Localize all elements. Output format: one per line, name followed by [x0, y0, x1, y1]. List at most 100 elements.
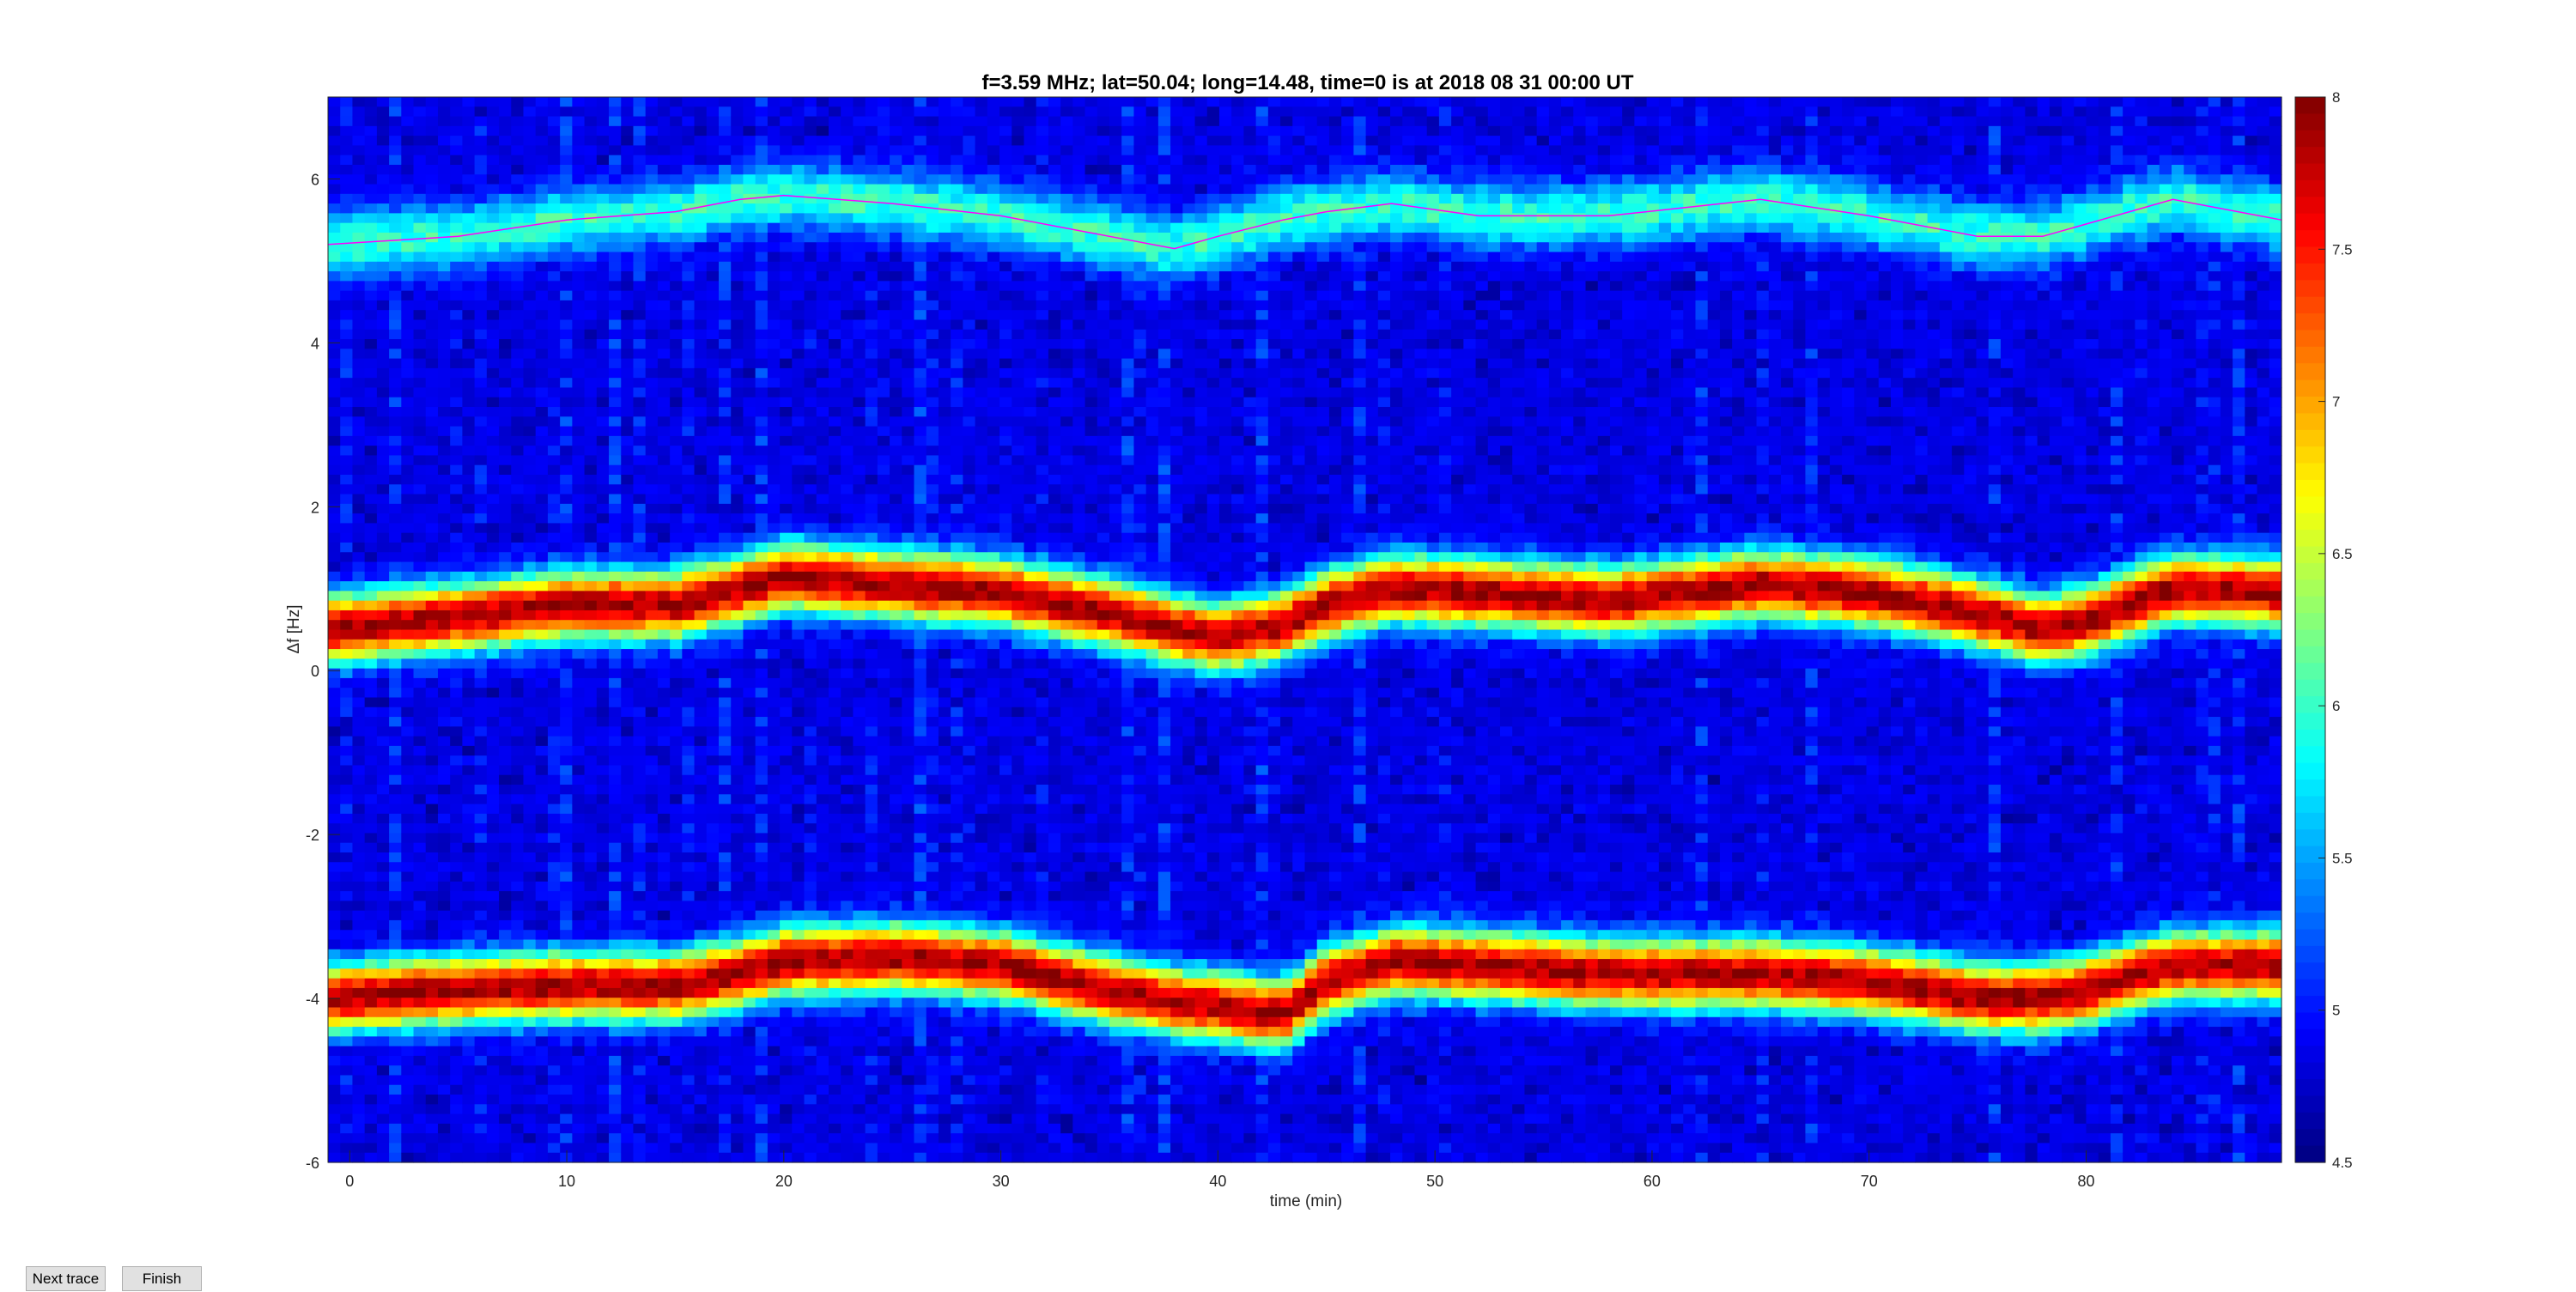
heatmap-cell [328, 697, 341, 708]
heatmap-cell [413, 707, 427, 718]
heatmap-cell [462, 987, 476, 998]
heatmap-cell [731, 164, 744, 175]
heatmap-cell [743, 785, 756, 795]
heatmap-cell [389, 319, 402, 331]
heatmap-cell [682, 1016, 696, 1028]
heatmap-cell [621, 891, 635, 901]
heatmap-cell [352, 949, 366, 960]
heatmap-cell [376, 736, 390, 747]
heatmap-cell [853, 155, 866, 166]
heatmap-cell [376, 581, 390, 591]
heatmap-cell [767, 97, 781, 107]
heatmap-cell [706, 145, 720, 156]
heatmap-cell [621, 232, 635, 243]
heatmap-cell [596, 435, 610, 446]
heatmap-cell [657, 455, 671, 466]
heatmap-cell [376, 949, 390, 960]
heatmap-cell [792, 416, 805, 428]
heatmap-cell [511, 610, 525, 621]
heatmap-cell [767, 378, 781, 389]
heatmap-cell [755, 930, 769, 941]
heatmap-cell [743, 677, 756, 688]
heatmap-cell [853, 649, 866, 659]
heatmap-cell [486, 1133, 500, 1144]
heatmap-cell [804, 862, 817, 873]
heatmap-cell [853, 1104, 866, 1115]
heatmap-cell [401, 174, 415, 185]
heatmap-cell [694, 339, 708, 349]
heatmap-cell [425, 949, 439, 960]
heatmap-cell [657, 503, 671, 514]
heatmap-cell [841, 774, 854, 786]
heatmap-cell [328, 881, 341, 892]
heatmap-cell [364, 688, 378, 699]
heatmap-cell [780, 271, 793, 282]
heatmap-cell [437, 1036, 451, 1047]
heatmap-cell [657, 881, 671, 892]
heatmap-cell [828, 717, 841, 727]
heatmap-cell [792, 349, 805, 360]
heatmap-cell [877, 532, 890, 543]
heatmap-cell [841, 852, 854, 863]
heatmap-cell [633, 426, 647, 437]
heatmap-cell [767, 300, 781, 311]
heatmap-cell [596, 1104, 610, 1115]
heatmap-cell [853, 136, 866, 147]
heatmap-cell [523, 697, 537, 708]
heatmap-cell [474, 871, 488, 883]
heatmap-cell [499, 174, 512, 185]
heatmap-cell [792, 503, 805, 514]
heatmap-cell [755, 397, 769, 408]
heatmap-cell [511, 1152, 525, 1163]
heatmap-cell [596, 561, 610, 573]
heatmap-cell [401, 901, 415, 912]
heatmap-cell [706, 649, 720, 659]
heatmap-cell [841, 1084, 854, 1095]
heatmap-cell [731, 745, 744, 756]
heatmap-cell [499, 367, 512, 379]
heatmap-cell [841, 998, 854, 1009]
heatmap-cell [328, 571, 341, 582]
heatmap-cell [816, 513, 829, 524]
heatmap-cell [767, 523, 781, 534]
heatmap-cell [572, 968, 586, 980]
heatmap-cell [853, 97, 866, 107]
heatmap-cell [389, 367, 402, 379]
heatmap-cell [719, 658, 732, 670]
heatmap-cell [877, 310, 890, 321]
heatmap-cell [596, 881, 610, 892]
heatmap-cell [731, 707, 744, 718]
heatmap-cell [450, 407, 464, 417]
heatmap-cell [804, 649, 817, 659]
heatmap-cell [499, 1046, 512, 1057]
heatmap-cell [523, 561, 537, 573]
heatmap-cell [670, 116, 683, 127]
heatmap-cell [425, 610, 439, 621]
heatmap-cell [413, 978, 427, 989]
heatmap-cell [511, 591, 525, 602]
heatmap-cell [413, 125, 427, 136]
heatmap-cell [340, 97, 354, 107]
heatmap-cell [841, 164, 854, 175]
heatmap-cell [535, 1152, 549, 1163]
heatmap-cell [328, 968, 341, 980]
heatmap-cell [462, 484, 476, 495]
heatmap-cell [670, 125, 683, 136]
heatmap-cell [877, 155, 890, 166]
heatmap-cell [792, 164, 805, 175]
heatmap-cell [364, 416, 378, 428]
heatmap-cell [743, 910, 756, 921]
heatmap-cell [621, 688, 635, 699]
heatmap-cell [670, 494, 683, 505]
heatmap-cell [376, 649, 390, 659]
heatmap-cell [780, 930, 793, 941]
heatmap-cell [572, 1075, 586, 1086]
heatmap-cell [719, 833, 732, 844]
heatmap-cell [657, 155, 671, 166]
heatmap-cell [743, 571, 756, 582]
heatmap-cell [462, 1036, 476, 1047]
heatmap-cell [340, 600, 354, 611]
heatmap-cell [389, 697, 402, 708]
heatmap-cell [694, 300, 708, 311]
heatmap-cell [682, 503, 696, 514]
